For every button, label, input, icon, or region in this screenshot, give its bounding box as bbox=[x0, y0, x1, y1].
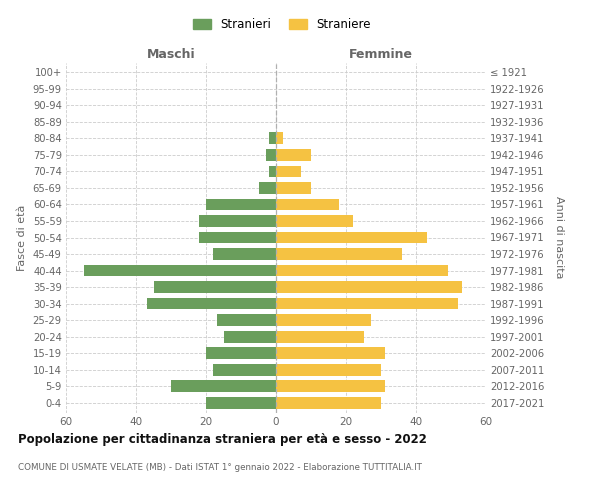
Bar bbox=[206, 396, 276, 408]
Bar bbox=[206, 198, 276, 210]
Bar bbox=[276, 132, 283, 144]
Bar bbox=[199, 232, 276, 243]
Bar bbox=[265, 149, 276, 161]
Bar bbox=[276, 380, 385, 392]
Bar bbox=[269, 132, 276, 144]
Bar bbox=[276, 330, 364, 342]
Legend: Stranieri, Straniere: Stranieri, Straniere bbox=[188, 14, 376, 36]
Bar bbox=[276, 314, 371, 326]
Bar bbox=[83, 264, 276, 276]
Bar bbox=[223, 330, 276, 342]
Bar bbox=[276, 347, 385, 359]
Bar bbox=[276, 396, 381, 408]
Bar bbox=[213, 364, 276, 376]
Bar bbox=[276, 364, 381, 376]
Y-axis label: Fasce di età: Fasce di età bbox=[17, 204, 27, 270]
Bar bbox=[276, 149, 311, 161]
Bar bbox=[199, 215, 276, 227]
Bar bbox=[171, 380, 276, 392]
Bar bbox=[276, 182, 311, 194]
Text: COMUNE DI USMATE VELATE (MB) - Dati ISTAT 1° gennaio 2022 - Elaborazione TUTTITA: COMUNE DI USMATE VELATE (MB) - Dati ISTA… bbox=[18, 462, 422, 471]
Bar bbox=[206, 347, 276, 359]
Bar bbox=[217, 314, 276, 326]
Bar bbox=[276, 232, 427, 243]
Bar bbox=[269, 166, 276, 177]
Bar bbox=[146, 298, 276, 310]
Bar bbox=[276, 248, 402, 260]
Bar bbox=[276, 215, 353, 227]
Bar bbox=[276, 166, 301, 177]
Bar bbox=[276, 281, 461, 293]
Y-axis label: Anni di nascita: Anni di nascita bbox=[554, 196, 564, 278]
Text: Popolazione per cittadinanza straniera per età e sesso - 2022: Popolazione per cittadinanza straniera p… bbox=[18, 432, 427, 446]
Bar bbox=[276, 198, 339, 210]
Bar bbox=[259, 182, 276, 194]
Text: Maschi: Maschi bbox=[146, 48, 196, 61]
Bar bbox=[154, 281, 276, 293]
Text: Femmine: Femmine bbox=[349, 48, 413, 61]
Bar bbox=[276, 264, 448, 276]
Bar bbox=[276, 298, 458, 310]
Bar bbox=[213, 248, 276, 260]
